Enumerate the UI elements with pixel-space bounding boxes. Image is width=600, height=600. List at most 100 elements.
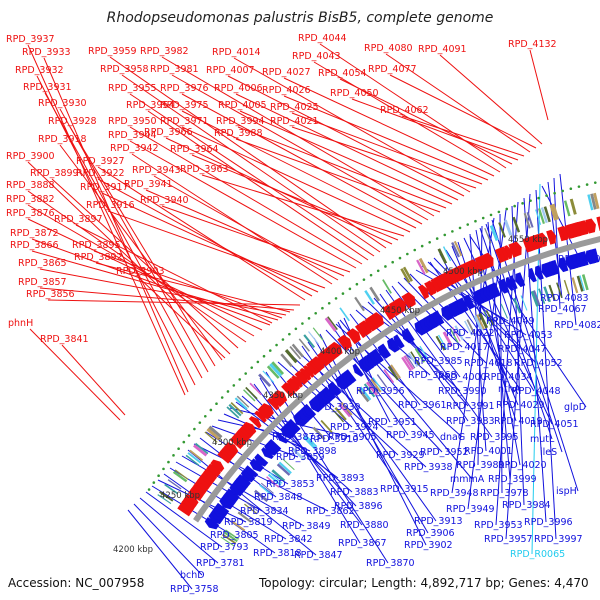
forward-gene-label[interactable]: RPD_4006 [214,83,263,94]
reverse-gene-label[interactable]: RPD_3818 [253,548,302,559]
reverse-gene-label[interactable]: RPD_3896 [334,501,383,512]
reverse-gene-label[interactable]: RPD_4052 [514,358,563,369]
forward-gene-label[interactable]: RPD_3895 [72,240,121,251]
reverse-gene-label[interactable]: RPD_3984 [502,500,551,511]
reverse-gene-label[interactable]: RPD_3980 [456,460,505,471]
reverse-gene-label[interactable]: RPD_3849 [282,521,331,532]
reverse-gene-label[interactable]: glpD [564,402,586,413]
reverse-gene-label[interactable]: ispH [556,486,577,497]
reverse-gene-label[interactable]: RPD_3983 [446,416,495,427]
forward-gene-label[interactable]: RPD_3940 [140,195,189,206]
reverse-gene-label[interactable]: RPD_3873 [272,432,321,443]
reverse-gene-label[interactable]: mmmA [450,474,485,485]
forward-gene-label[interactable]: RPD_3981 [150,64,199,75]
reverse-gene-label[interactable]: RPD_3999 [488,474,537,485]
forward-gene-label[interactable]: RPD_3931 [23,82,72,93]
reverse-gene-label[interactable]: RPD_3948 [430,488,479,499]
forward-gene-label[interactable]: RPD_3866 [10,240,59,251]
reverse-gene-label[interactable]: RPD_4022 [446,328,495,339]
forward-gene-label[interactable]: RPD_3900 [6,151,55,162]
forward-gene-label[interactable]: RPD_3988 [214,128,263,139]
reverse-gene-label[interactable]: RPD_3991 [446,401,495,412]
forward-gene-label[interactable]: RPD_4080 [364,43,413,54]
reverse-gene-label[interactable]: RPD_4083 [540,293,589,304]
reverse-gene-label[interactable]: RPD_3913 [414,516,463,527]
forward-gene-label[interactable]: RPD_3917 [80,182,129,193]
reverse-gene-label[interactable]: RPD_3758 [170,584,219,595]
forward-gene-label[interactable]: RPD_3950 [108,116,157,127]
forward-gene-label[interactable]: RPD_3932 [15,65,64,76]
reverse-gene-label[interactable]: RPD_4103 [558,254,600,265]
reverse-gene-label[interactable]: RPD_4029 [496,400,545,411]
reverse-gene-label[interactable]: RPD_3961 [398,400,447,411]
forward-gene-label[interactable]: RPD_3897 [54,214,103,225]
reverse-gene-label[interactable]: RPD_3910 [310,434,359,445]
reverse-gene-label[interactable]: RPD_3862 [306,506,355,517]
reverse-gene-label[interactable]: RPD_4067 [538,304,587,315]
forward-gene-label[interactable]: RPD_4044 [298,33,347,44]
reverse-gene-label[interactable]: RPD_3996 [524,517,573,528]
forward-gene-label[interactable]: RPD_3892 [74,252,123,263]
reverse-gene-label[interactable]: RPD_4020 [498,460,547,471]
reverse-gene-label[interactable]: RPD_3995 [470,432,519,443]
reverse-gene-label[interactable]: RPD_4051 [530,419,579,430]
forward-gene-label[interactable]: RPD_3994 [216,116,265,127]
reverse-gene-label[interactable]: RPD_3902 [404,540,453,551]
reverse-gene-label[interactable]: RPD_3905 [328,432,377,443]
forward-gene-label[interactable]: RPD_3976 [160,83,209,94]
reverse-gene-label[interactable]: dnaG [440,432,465,443]
reverse-gene-label[interactable]: mutL [530,434,555,445]
reverse-gene-label[interactable]: RPD_3842 [264,534,313,545]
forward-gene-label[interactable]: phnH [8,318,33,329]
forward-gene-label[interactable]: RPD_4077 [368,64,417,75]
forward-gene-label[interactable]: RPD_4043 [292,51,341,62]
reverse-gene-label[interactable]: RPD_3859 [276,452,325,463]
forward-gene-label[interactable]: RPD_3930 [38,98,87,109]
reverse-gene-label[interactable]: RPD_3997 [534,534,583,545]
reverse-gene-label[interactable]: RPD_3924 [330,422,379,433]
reverse-gene-label[interactable]: RPD_4018 [464,358,513,369]
reverse-gene-label[interactable]: RPD_3880 [340,520,389,531]
forward-gene-label[interactable]: RPD_3856 [26,289,75,300]
forward-gene-label[interactable]: RPD_3963 [180,164,229,175]
forward-gene-label[interactable]: RPD_4062 [380,105,429,116]
forward-gene-label[interactable]: RPD_4026 [262,85,311,96]
reverse-gene-label[interactable]: RPD_4053 [504,330,553,341]
reverse-gene-label[interactable]: RPD_4019 [494,416,543,427]
forward-gene-label[interactable]: RPD_4005 [218,100,267,111]
forward-gene-label[interactable]: RPD_3982 [140,46,189,57]
reverse-gene-label[interactable]: RPD_3952 [420,447,469,458]
reverse-gene-label[interactable]: RPD_3990 [438,386,487,397]
reverse-gene-label[interactable]: RPD_3853 [266,479,315,490]
reverse-gene-label[interactable]: RPD_3968 [408,370,457,381]
reverse-gene-label[interactable]: RPD_4047 [498,344,547,355]
forward-gene-label[interactable]: RPD_3872 [10,228,59,239]
reverse-gene-label[interactable]: RPD_3938 [404,462,453,473]
reverse-gene-label[interactable]: RPD_4082 [554,320,600,331]
reverse-gene-label[interactable]: RPD_3883 [330,487,379,498]
reverse-gene-label[interactable]: RPD_3978 [480,488,529,499]
forward-gene-label[interactable]: RPD_3876 [6,208,55,219]
reverse-gene-label[interactable]: RPD_3819 [224,517,273,528]
forward-gene-label[interactable]: RPD_4025 [270,102,319,113]
forward-gene-label[interactable]: RPD_3942 [110,143,159,154]
reverse-gene-label[interactable]: RPD_3834 [240,506,289,517]
forward-gene-label[interactable]: RPD_3899 [30,168,79,179]
forward-gene-label[interactable]: RPD_4054 [318,68,367,79]
reverse-gene-label[interactable]: RPD_4034 [484,372,533,383]
reverse-gene-label[interactable]: RPD_3870 [366,558,415,569]
forward-gene-label[interactable]: RPD_3927 [76,156,125,167]
reverse-gene-label[interactable]: RPD_3805 [210,530,259,541]
reverse-gene-label[interactable]: RPD_4017 [440,342,489,353]
forward-gene-label[interactable]: RPD_3933 [22,47,71,58]
forward-gene-label[interactable]: RPD_3941 [124,179,173,190]
forward-gene-label[interactable]: RPD_3882 [6,194,55,205]
forward-gene-label[interactable]: RPD_3918 [38,134,87,145]
forward-gene-label[interactable]: RPD_4007 [206,65,255,76]
reverse-gene-label[interactable]: RPD_4001 [464,446,513,457]
reverse-gene-label[interactable]: RPD_3781 [196,558,245,569]
forward-gene-label[interactable]: RPD_4132 [508,39,557,50]
reverse-gene-label[interactable]: RPD_3793 [200,542,249,553]
forward-gene-label[interactable]: RPD_3857 [18,277,67,288]
reverse-gene-label[interactable]: RPD_3898 [288,446,337,457]
